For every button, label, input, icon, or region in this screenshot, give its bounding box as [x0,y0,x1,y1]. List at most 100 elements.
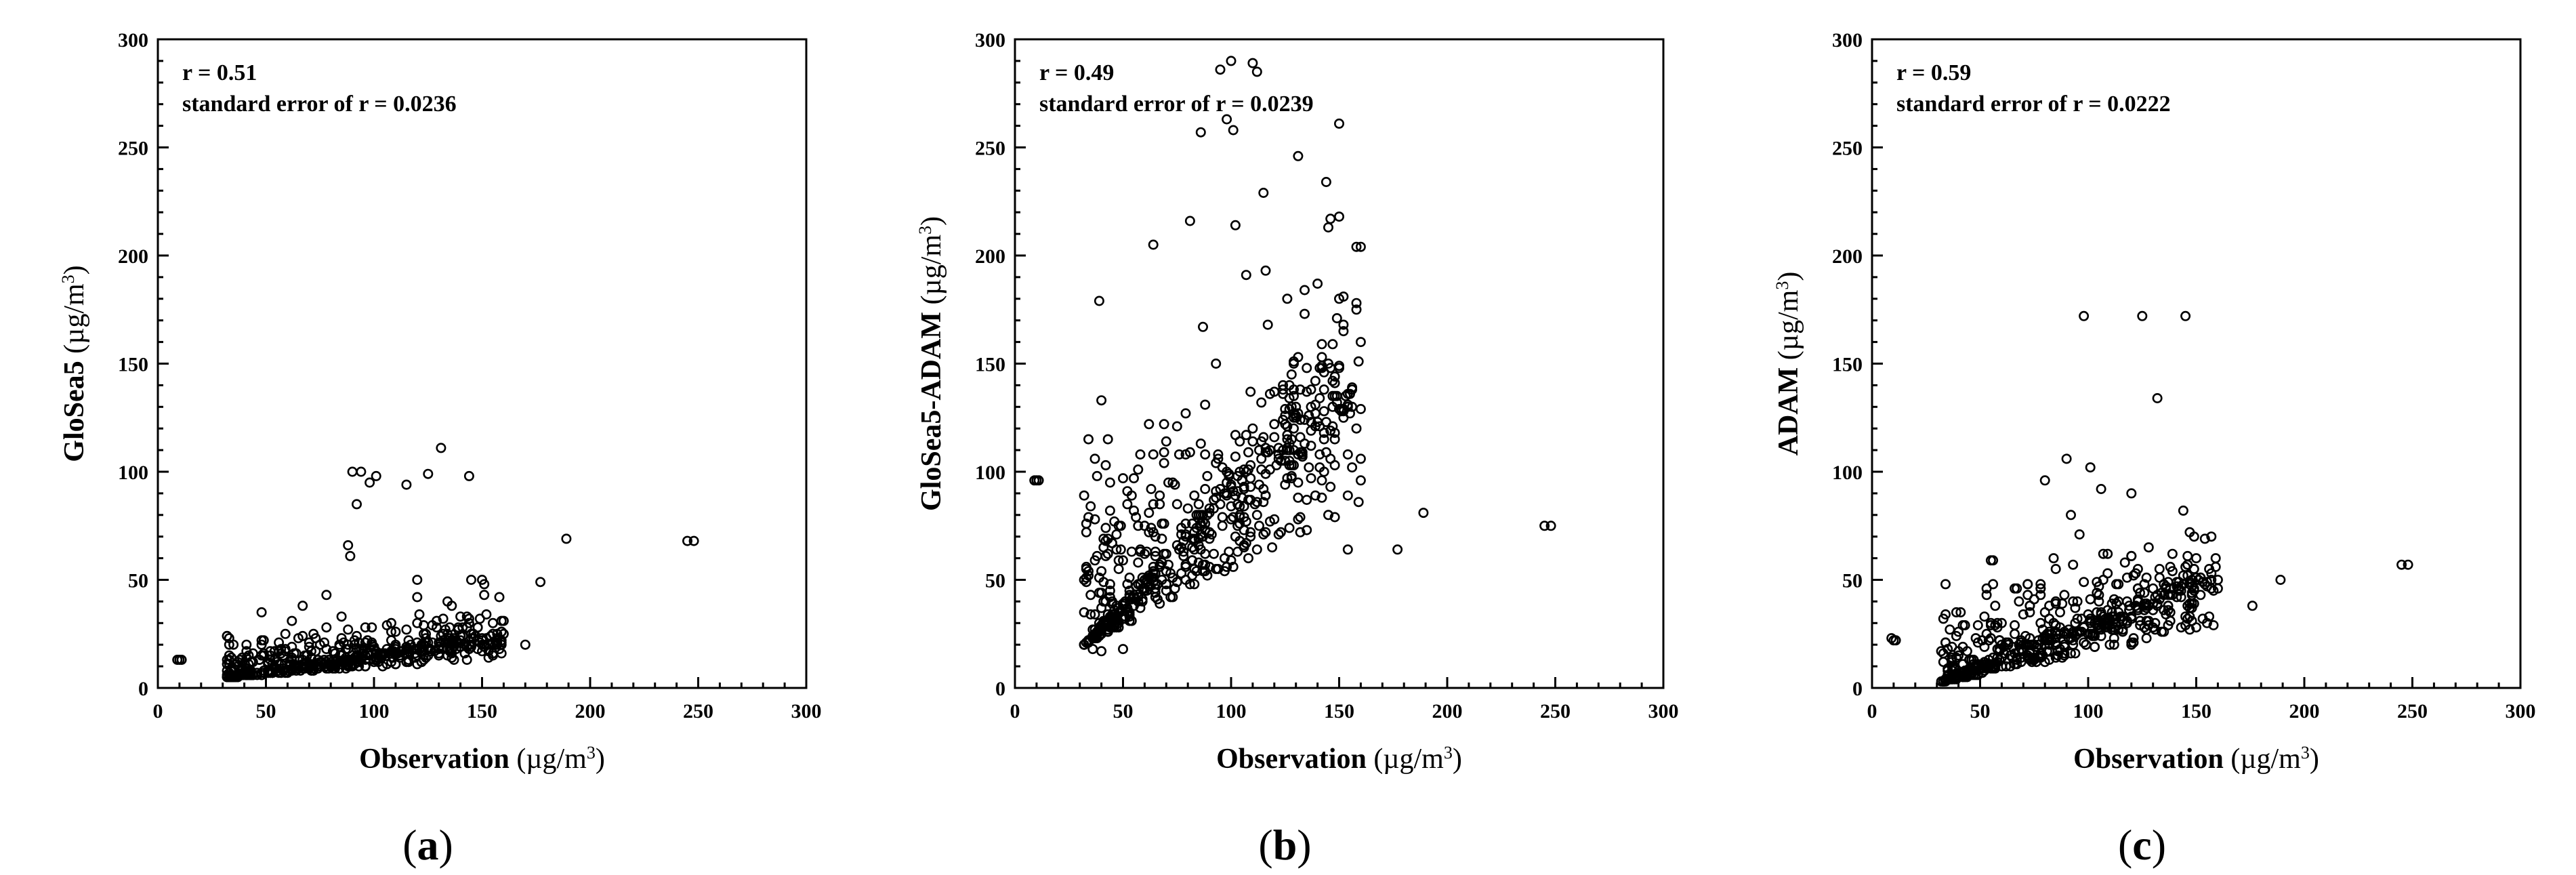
scatter-point [2085,628,2096,639]
scatter-point [412,592,423,603]
scatter-point [1081,577,1092,588]
scatter-point [2039,475,2050,486]
scatter-point [1176,523,1187,533]
scatter-point [688,535,699,546]
scatter-point [2061,628,2072,639]
scatter-point [1347,384,1358,395]
scatter-point [1241,430,1251,441]
scatter-point [1334,363,1345,373]
scatter-point [1264,464,1275,475]
scatter-point [1295,527,1306,537]
y-axis-unit: (µg/m [59,283,90,354]
scatter-point [1256,397,1267,408]
y-axis-title: GloSea5 (µg/m3) [58,265,91,462]
scatter-point [2113,579,2124,590]
scatter-point [1184,447,1195,457]
scatter-point [1224,468,1234,479]
scatter-point [1204,533,1215,544]
scatter-point [1200,449,1211,460]
scatter-point [1148,499,1159,510]
scatter-point [1286,434,1297,445]
y-tick-label: 200 [975,245,1005,268]
r-annotation: r = 0.51 [182,60,257,85]
y-tick-label: 50 [128,570,148,592]
scatter-point [412,574,423,585]
scatter-point [1176,568,1187,579]
scatter-point [1180,408,1191,419]
scatter-point [1243,464,1254,475]
scatter-point [1167,477,1178,488]
y-axis-unit-sup: 3 [58,274,78,283]
scatter-point [2024,646,2035,657]
scatter-point [2081,639,2092,650]
scatter-point [1089,514,1100,525]
scatter-point [1096,646,1107,657]
scatter-point [1157,533,1167,544]
scatter-point [1155,499,1165,510]
scatter-point [1079,607,1089,617]
scatter-point [1286,369,1297,380]
scatter-point [476,574,487,585]
scatter-point [1342,449,1353,460]
scatter-point [373,650,383,661]
scatter-point [1241,466,1251,477]
scatter-point [2090,641,2100,652]
scatter-point [360,622,371,633]
scatter-point [1355,475,1366,486]
scatter-point [1228,512,1239,523]
scatter-point [176,654,187,665]
scatter-point [1302,386,1312,397]
scatter-point [1269,432,1280,443]
scatter-point [2035,648,2046,659]
x-axis-label: Observation [2073,744,2224,775]
scatter-point [1289,384,1300,395]
scatter-point [2100,613,2111,624]
scatter-point [2022,579,2033,590]
scatter-point [2035,583,2046,594]
scatter-point [1282,421,1293,432]
scatter-point [2126,550,2137,561]
scatter-point [1351,304,1362,315]
scatter-point [1300,414,1310,425]
scatter-point [321,590,332,601]
scatter-point [1338,412,1349,423]
scatter-point [1295,512,1306,523]
scatter-point [1176,529,1187,540]
scatter-point [2204,563,2215,574]
scatter-point [369,641,379,652]
x-tick-label: 0 [1867,700,1877,723]
scatter-point [280,668,291,678]
scatter-point [453,637,463,648]
scatter-point [418,639,429,650]
scatter-point [2208,619,2219,630]
scatter-point [1150,579,1161,590]
scatter-point [2154,572,2165,583]
scatter-point [304,641,314,652]
scatter-point [1289,390,1300,401]
x-tick-label: 200 [2289,700,2320,723]
scatter-point [1081,563,1092,574]
scatter-point [327,663,338,674]
scatter-point [1351,241,1362,252]
scatter-point [1083,434,1094,445]
scatter-point [1936,676,1947,687]
scatter-point [1113,563,1124,574]
x-axis-title: Observation (µg/m3) [359,743,605,775]
y-tick-label: 150 [975,354,1005,376]
data-points [1886,310,2413,687]
scatter-point [2068,596,2079,607]
scatter-point [388,652,399,663]
scatter-point [1217,521,1228,531]
scatter-point [2188,598,2199,609]
scatter-point [1083,512,1094,523]
scatter-point [1102,548,1113,559]
scatter-point [1139,585,1150,596]
scatter-point [1280,403,1291,414]
scatter-point [1094,296,1104,306]
scatter-point [1085,501,1096,512]
scatter-point [1278,380,1289,390]
scatter-point [1079,490,1089,501]
scatter-point [2180,611,2191,622]
scatter-panel-c: 0 50 100 150 200 250 300 0 50 100 150 200 250 300 r =… [1772,29,2536,869]
